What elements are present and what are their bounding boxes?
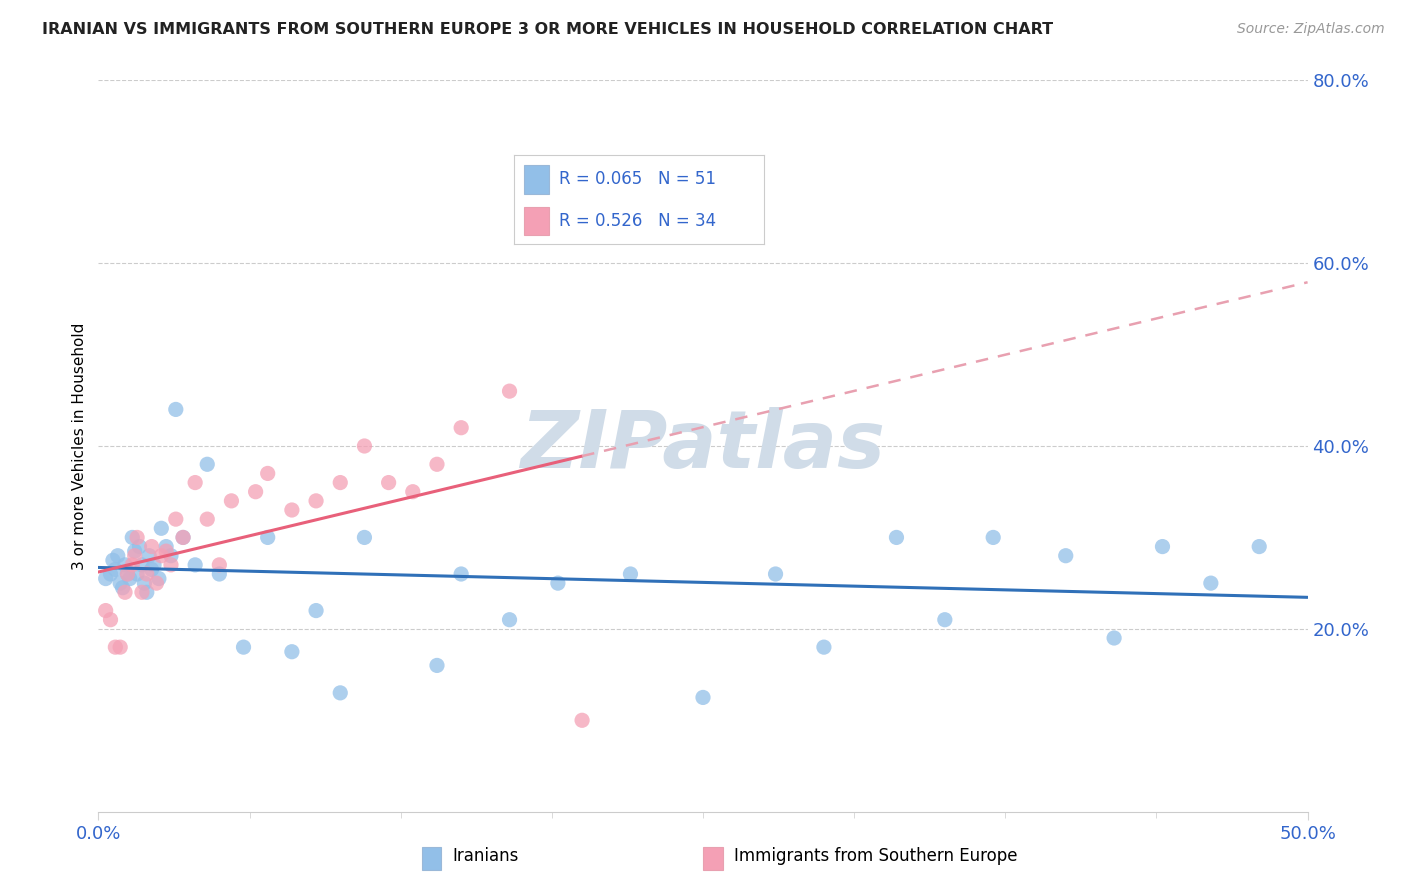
Point bbox=[138, 549, 160, 563]
Point bbox=[402, 484, 425, 499]
Y-axis label: 3 or more Vehicles in Household: 3 or more Vehicles in Household bbox=[72, 322, 87, 570]
Point bbox=[426, 457, 449, 471]
Point bbox=[148, 572, 170, 586]
Point bbox=[305, 603, 328, 617]
Point bbox=[108, 640, 131, 655]
Point bbox=[353, 439, 375, 453]
FancyBboxPatch shape bbox=[523, 207, 548, 235]
Point bbox=[165, 512, 187, 526]
Point bbox=[208, 567, 231, 582]
Point bbox=[245, 484, 267, 499]
Point bbox=[108, 576, 131, 591]
Point bbox=[1199, 576, 1222, 591]
Point bbox=[172, 530, 194, 544]
Point bbox=[619, 567, 641, 582]
Point bbox=[128, 540, 150, 554]
Point bbox=[353, 530, 375, 544]
Point bbox=[281, 645, 304, 659]
Text: R = 0.065   N = 51: R = 0.065 N = 51 bbox=[558, 170, 716, 188]
Point bbox=[571, 714, 593, 728]
Point bbox=[256, 530, 278, 544]
Text: ZIPatlas: ZIPatlas bbox=[520, 407, 886, 485]
Point bbox=[104, 562, 127, 576]
Point bbox=[195, 512, 218, 526]
Point bbox=[426, 658, 449, 673]
Point bbox=[329, 686, 352, 700]
Point bbox=[160, 558, 183, 572]
Point bbox=[94, 603, 117, 617]
Point bbox=[114, 558, 136, 572]
Point bbox=[184, 475, 207, 490]
Point bbox=[94, 572, 117, 586]
FancyBboxPatch shape bbox=[523, 165, 548, 194]
Point bbox=[127, 530, 149, 544]
Point bbox=[121, 530, 143, 544]
Point bbox=[143, 558, 166, 572]
Point bbox=[107, 549, 129, 563]
Point bbox=[934, 613, 956, 627]
Point bbox=[547, 576, 569, 591]
Point bbox=[232, 640, 254, 655]
Point bbox=[131, 558, 153, 572]
Point bbox=[121, 558, 143, 572]
Point bbox=[305, 494, 328, 508]
Point bbox=[1054, 549, 1077, 563]
Point bbox=[134, 576, 156, 591]
Point bbox=[117, 567, 139, 582]
Point bbox=[118, 572, 141, 586]
Point bbox=[450, 567, 472, 582]
Point bbox=[498, 384, 520, 398]
Point bbox=[184, 558, 207, 572]
Point bbox=[813, 640, 835, 655]
Point bbox=[100, 567, 122, 582]
Point bbox=[981, 530, 1004, 544]
Point bbox=[692, 690, 714, 705]
Point bbox=[101, 553, 124, 567]
Text: Immigrants from Southern Europe: Immigrants from Southern Europe bbox=[734, 847, 1018, 865]
Point bbox=[111, 581, 134, 595]
Point bbox=[150, 521, 173, 535]
Point bbox=[329, 475, 352, 490]
Point bbox=[195, 457, 218, 471]
Point bbox=[114, 585, 136, 599]
Point bbox=[141, 562, 163, 576]
Text: IRANIAN VS IMMIGRANTS FROM SOUTHERN EUROPE 3 OR MORE VEHICLES IN HOUSEHOLD CORRE: IRANIAN VS IMMIGRANTS FROM SOUTHERN EURO… bbox=[42, 22, 1053, 37]
Point bbox=[172, 530, 194, 544]
Point bbox=[765, 567, 787, 582]
Point bbox=[1152, 540, 1174, 554]
Point bbox=[141, 540, 163, 554]
Point bbox=[104, 640, 127, 655]
Point bbox=[155, 544, 177, 558]
Point bbox=[377, 475, 399, 490]
Point bbox=[450, 421, 472, 435]
Point bbox=[124, 549, 146, 563]
Text: Source: ZipAtlas.com: Source: ZipAtlas.com bbox=[1237, 22, 1385, 37]
Point bbox=[165, 402, 187, 417]
Point bbox=[127, 567, 149, 582]
Point bbox=[135, 585, 157, 599]
Point bbox=[208, 558, 231, 572]
Point bbox=[256, 467, 278, 481]
Point bbox=[498, 613, 520, 627]
Point bbox=[221, 494, 243, 508]
Point bbox=[145, 576, 167, 591]
Point bbox=[155, 540, 177, 554]
Point bbox=[1249, 540, 1271, 554]
Point bbox=[135, 567, 157, 582]
Point bbox=[281, 503, 304, 517]
Text: R = 0.526   N = 34: R = 0.526 N = 34 bbox=[558, 212, 716, 230]
Text: Iranians: Iranians bbox=[453, 847, 519, 865]
Point bbox=[150, 549, 173, 563]
Point bbox=[886, 530, 908, 544]
Point bbox=[124, 544, 146, 558]
Point bbox=[100, 613, 122, 627]
Point bbox=[131, 585, 153, 599]
Point bbox=[117, 567, 139, 582]
Point bbox=[1102, 631, 1125, 645]
Point bbox=[160, 549, 183, 563]
